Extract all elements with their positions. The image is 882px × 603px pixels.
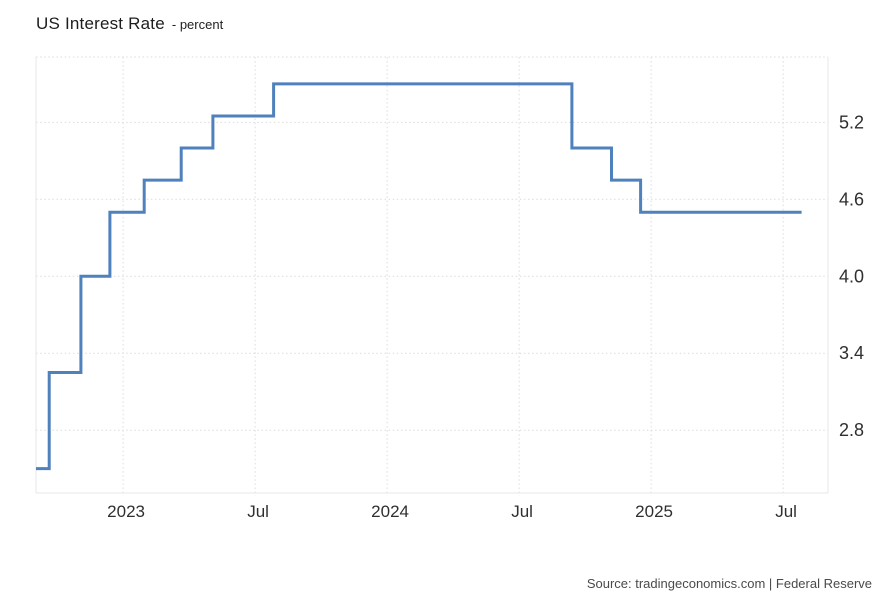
chart-title: US Interest Rate: [36, 14, 165, 33]
y-tick-label: 4.0: [839, 266, 864, 286]
y-tick-label: 5.2: [839, 112, 864, 132]
y-tick-label: 4.6: [839, 189, 864, 209]
x-tick-label: Jul: [511, 502, 533, 521]
x-tick-label: 2024: [371, 502, 409, 521]
y-tick-label: 3.4: [839, 343, 864, 363]
rate-step-line: [36, 82, 802, 471]
y-axis-labels: 5.2 4.6 4.0 3.4 2.8: [839, 112, 864, 440]
x-tick-label: Jul: [247, 502, 269, 521]
x-tick-label: Jul: [775, 502, 797, 521]
grid-lines: [36, 56, 828, 496]
x-axis-labels: 2023 Jul 2024 Jul 2025 Jul: [107, 502, 797, 521]
chart-subtitle: - percent: [171, 17, 224, 32]
y-tick-label: 2.8: [839, 420, 864, 440]
source-attribution: Source: tradingeconomics.com | Federal R…: [586, 576, 872, 591]
x-tick-label: 2025: [635, 502, 673, 521]
plot-border: [35, 57, 829, 494]
chart-header: US Interest Rate - percent: [36, 14, 223, 34]
x-tick-label: 2023: [107, 502, 145, 521]
